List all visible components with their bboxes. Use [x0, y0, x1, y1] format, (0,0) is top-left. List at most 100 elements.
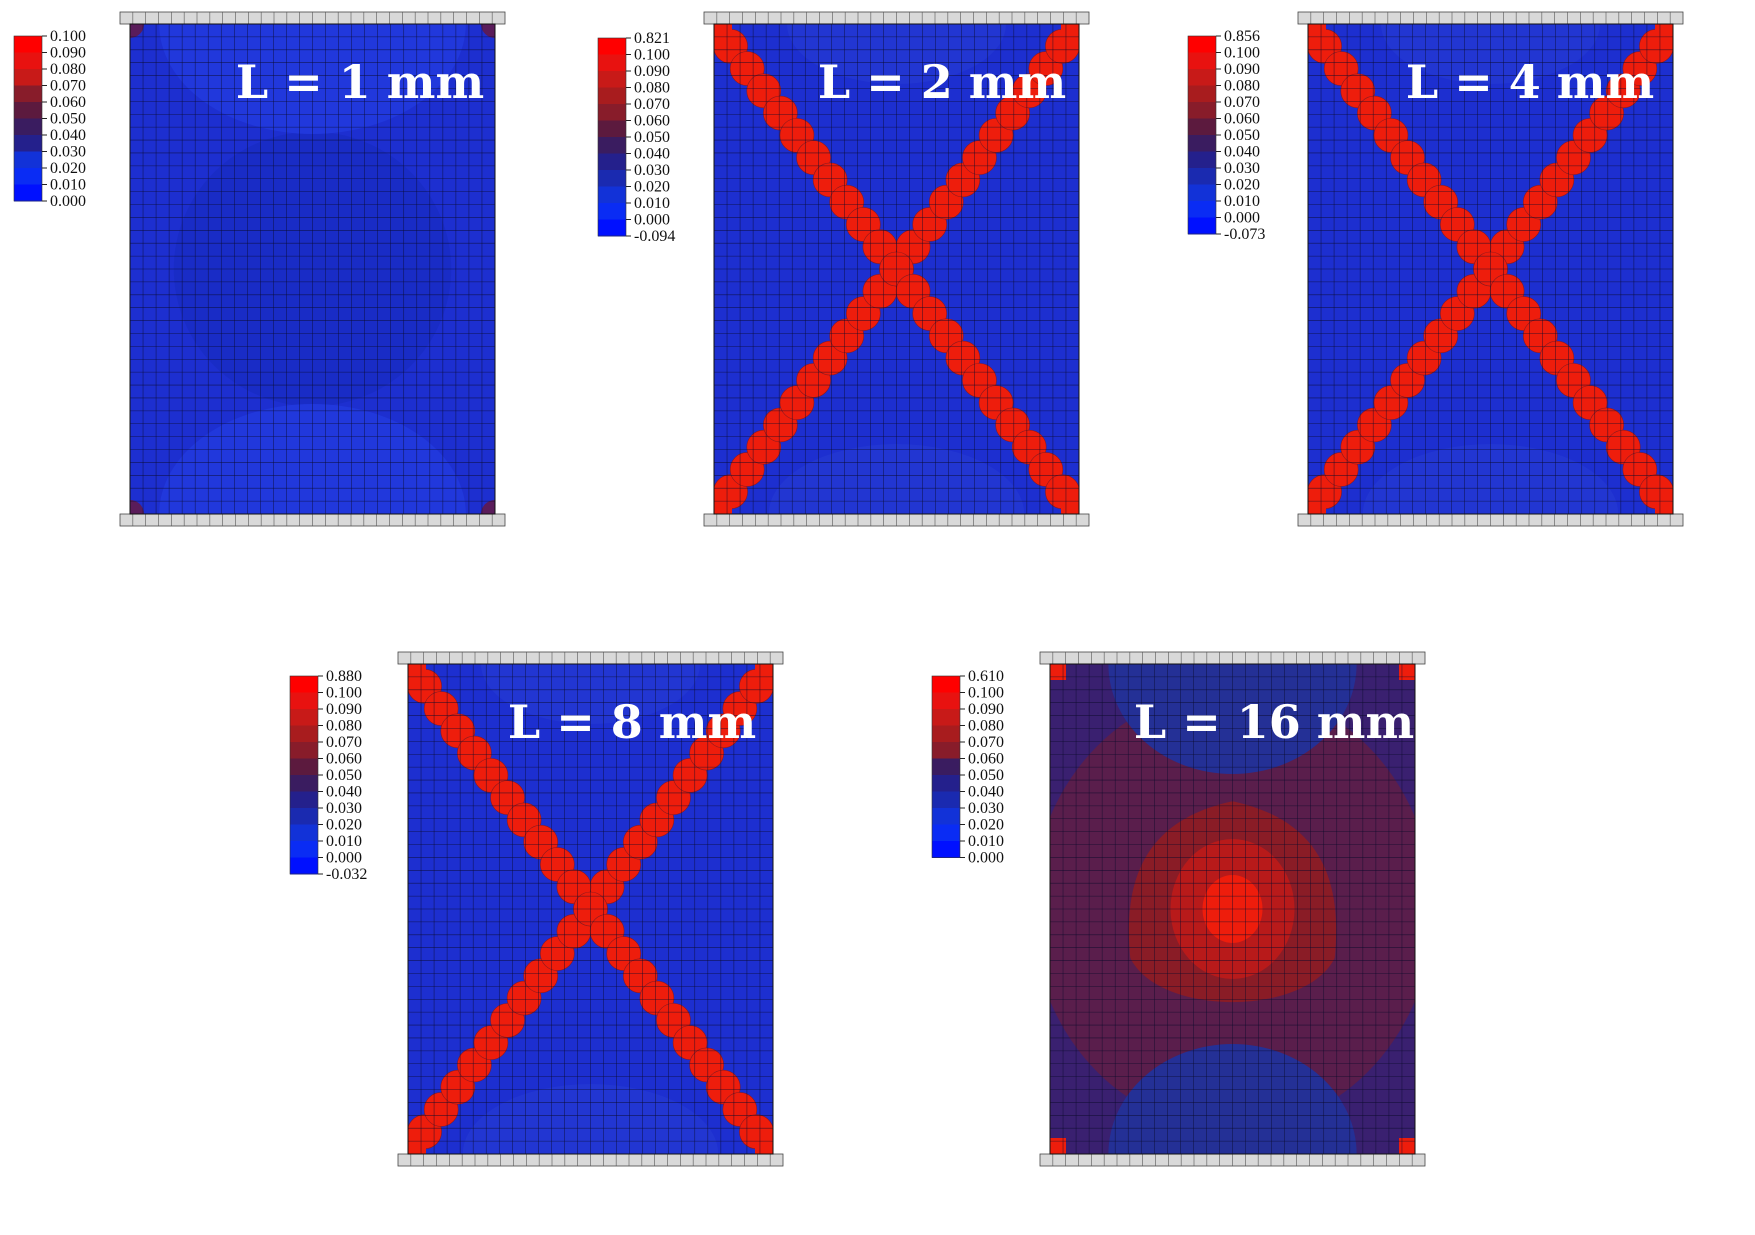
- legend-swatch: [14, 151, 42, 169]
- panel-l1-legend: 0.1000.0900.0800.0700.0600.0500.0400.030…: [13, 28, 86, 210]
- legend-tick-label: 0.080: [634, 80, 670, 97]
- legend-tick-label: 0.000: [968, 850, 1004, 867]
- legend-swatch: [932, 841, 960, 858]
- legend-swatch: [1188, 184, 1216, 202]
- legend-tick-label: 0.000: [326, 850, 362, 867]
- legend-tick-label: 0.040: [50, 127, 86, 144]
- legend-swatch: [290, 692, 318, 710]
- legend-swatch: [932, 758, 960, 776]
- legend-tick-label: 0.020: [968, 817, 1004, 834]
- legend-tick-label: 0.010: [1224, 193, 1260, 210]
- corner-concentration: [130, 24, 144, 38]
- corner-band: [1655, 496, 1673, 514]
- legend-tick-label: 0.010: [326, 833, 362, 850]
- legend-swatch: [290, 841, 318, 858]
- fe-mesh: [130, 24, 495, 514]
- fe-mesh: [408, 664, 773, 1154]
- specimen-body: [714, 24, 1079, 514]
- fe-mesh: [714, 24, 1079, 514]
- legend-tick-label: 0.000: [634, 212, 670, 229]
- legend-swatch: [598, 38, 626, 55]
- legend-tick-label: 0.060: [968, 751, 1004, 768]
- specimen-body: [130, 24, 495, 514]
- legend-swatch: [598, 137, 626, 154]
- legend-tick-label: 0.070: [634, 96, 670, 113]
- legend-swatch: [290, 742, 318, 759]
- legend-tick-label: 0.090: [326, 701, 362, 718]
- legend-swatch: [598, 54, 626, 72]
- corner-band: [1655, 24, 1673, 42]
- legend-swatch: [1188, 168, 1216, 185]
- legend-tick-label: 0.040: [326, 784, 362, 801]
- legend-tick-label: 0.060: [634, 113, 670, 130]
- fe-mesh: [1050, 664, 1415, 1154]
- legend-tick-label: -0.073: [1224, 226, 1265, 243]
- legend-tick-label: 0.050: [1224, 127, 1260, 144]
- legend-swatch: [290, 758, 318, 776]
- legend-tick-label: 0.070: [326, 734, 362, 751]
- corner-band: [714, 24, 732, 42]
- corner-band: [1061, 496, 1079, 514]
- legend-swatch: [290, 824, 318, 842]
- panel-l4-legend: 0.8560.1000.0900.0800.0700.0600.0500.040…: [1187, 28, 1265, 243]
- panel-l4-figure: 0.8560.1000.0900.0800.0700.0600.0500.040…: [1187, 11, 1684, 527]
- panel-l8-legend: 0.8800.1000.0900.0800.0700.0600.0500.040…: [289, 668, 367, 883]
- legend-swatch: [932, 725, 960, 743]
- panel-l1: 0.100 0.090 0.080 0.070 0.060 0.050 0.040 0.030…: [10, 8, 570, 588]
- legend-swatch: [14, 69, 42, 86]
- legend-swatch: [14, 135, 42, 152]
- legend-swatch: [290, 725, 318, 743]
- legend-swatch: [932, 676, 960, 693]
- legend-tick-label: 0.070: [968, 734, 1004, 751]
- specimen-border: [407, 663, 774, 1155]
- loading-plates: [397, 651, 784, 1167]
- legend-swatch: [14, 102, 42, 119]
- legend-tick-label: 0.040: [968, 784, 1004, 801]
- legend-tick-label: 0.100: [50, 28, 86, 45]
- legend-swatch: [1188, 52, 1216, 70]
- specimen-border: [1049, 663, 1416, 1155]
- corner-concentration: [1399, 664, 1415, 680]
- legend-swatch: [932, 824, 960, 842]
- legend-swatch: [14, 85, 42, 103]
- panel-l16: 0.610 0.100 0.090 0.080 0.070 0.060 0.050 0.040…: [924, 648, 1494, 1228]
- legend-tick-label: 0.050: [968, 767, 1004, 784]
- legend-tick-label: 0.090: [1224, 61, 1260, 78]
- legend-tick-label: 0.060: [326, 751, 362, 768]
- legend-swatch: [1188, 69, 1216, 86]
- legend-swatch: [598, 203, 626, 220]
- legend-swatch: [1188, 217, 1216, 235]
- legend-tick-label: 0.030: [634, 162, 670, 179]
- panel-l16-specimen: [1039, 651, 1426, 1167]
- corner-concentration: [481, 24, 495, 38]
- legend-tick-label: 0.010: [50, 177, 86, 194]
- legend-swatch: [598, 170, 626, 187]
- legend-tick-label: 0.060: [1224, 111, 1260, 128]
- panel-l4-specimen: [1297, 11, 1684, 527]
- corner-concentration: [1050, 664, 1066, 680]
- panel-l2-title: L = 2 mm: [818, 55, 1066, 109]
- legend-swatch: [1188, 36, 1216, 53]
- legend-tick-label: 0.040: [634, 146, 670, 163]
- legend-tick-label: -0.032: [326, 866, 367, 883]
- legend-tick-label: 0.020: [326, 817, 362, 834]
- legend-tick-label: 0.050: [326, 767, 362, 784]
- corner-band: [1061, 24, 1079, 42]
- corner-band: [408, 664, 426, 682]
- legend-tick-label: 0.050: [50, 111, 86, 128]
- legend-tick-label: 0.030: [50, 144, 86, 161]
- legend-swatch: [14, 168, 42, 185]
- legend-swatch: [1188, 201, 1216, 218]
- specimen-body: [1308, 24, 1673, 514]
- loading-plates: [1297, 11, 1684, 527]
- legend-tick-label: 0.050: [634, 129, 670, 146]
- legend-frame: [931, 675, 961, 858]
- legend-swatch: [598, 186, 626, 204]
- legend-tick-label: 0.030: [326, 800, 362, 817]
- legend-tick-label: 0.100: [968, 685, 1004, 702]
- legend-tick-label: 0.020: [634, 179, 670, 196]
- specimen-border: [129, 23, 496, 515]
- shear-bands: [714, 24, 1079, 514]
- legend-tick-label: 0.070: [1224, 94, 1260, 111]
- legend-tick-label: 0.090: [968, 701, 1004, 718]
